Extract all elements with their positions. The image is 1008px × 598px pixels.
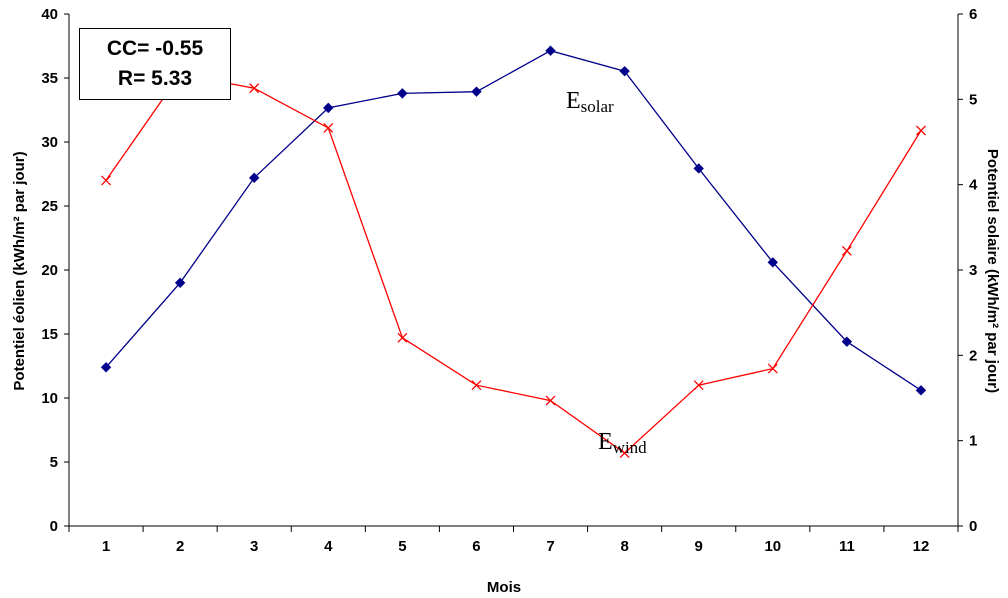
left-tick-label: 10 — [41, 390, 58, 407]
correlation-label: CC= -0.55 — [106, 37, 204, 60]
ewind-series-line — [105, 73, 922, 454]
marker-stroke — [545, 395, 556, 406]
left-tick-label: 5 — [50, 454, 58, 471]
ratio-label: R= 5.33 — [117, 67, 193, 90]
ewind-data-point — [619, 448, 630, 458]
x-tick-label: 1 — [102, 538, 110, 555]
right-tick-label: 3 — [969, 262, 977, 279]
x-tick-label: 2 — [176, 538, 184, 555]
right-tick-label: 0 — [969, 518, 977, 535]
esolar-data-point — [323, 102, 334, 114]
x-tick-label: 10 — [764, 538, 781, 555]
marker-stroke — [915, 125, 926, 136]
x-tick-label: 3 — [250, 538, 258, 555]
ewind-data-point — [249, 83, 260, 94]
x-axis-title: Mois — [487, 579, 521, 596]
esolar-data-point — [619, 65, 630, 77]
left-tick-label: 15 — [41, 326, 58, 343]
ewind-data-point — [767, 363, 778, 374]
esolar-data-point — [174, 277, 186, 289]
marker-stroke — [101, 175, 112, 186]
marker-stroke — [693, 380, 704, 391]
x-tick-label: 7 — [546, 538, 554, 555]
marker-stroke — [619, 448, 630, 458]
ewind-data-point — [915, 125, 926, 136]
left-tick-label: 35 — [41, 70, 58, 87]
x-tick-label: 4 — [324, 538, 333, 555]
left-tick-label: 30 — [41, 134, 58, 151]
x-tick-label: 11 — [839, 538, 855, 555]
esolar-data-point — [100, 362, 112, 373]
ewind-data-point — [693, 380, 704, 391]
left-tick-label: 0 — [50, 518, 58, 535]
ewind-data-point — [471, 380, 482, 391]
wind-series-label: Ewind — [598, 429, 647, 457]
right-tick-label: 1 — [969, 433, 977, 450]
esolar-data-point — [693, 163, 704, 174]
series — [100, 45, 927, 458]
esolar-data-point — [767, 257, 778, 268]
marker-stroke — [397, 332, 408, 343]
stats-box: CC= -0.55 R= 5.33 — [79, 28, 231, 100]
marker-stroke — [471, 380, 482, 391]
esolar-data-point — [249, 172, 260, 184]
marker-stroke — [767, 363, 778, 374]
ewind-data-point — [323, 122, 334, 133]
marker-stroke — [323, 122, 334, 133]
x-tick-label: 8 — [620, 538, 628, 555]
ewind-data-point — [397, 332, 408, 343]
esolar-data-point — [915, 385, 927, 396]
marker-stroke — [841, 245, 852, 256]
right-tick-label: 4 — [969, 177, 978, 194]
right-tick-label: 5 — [969, 91, 977, 108]
x-tick-label: 5 — [398, 538, 406, 555]
right-axis-title: Potentiel solaire (kWh/m² par jour) — [984, 149, 1001, 393]
left-tick-label: 40 — [41, 6, 58, 23]
solar-series-label: Esolar — [566, 88, 614, 116]
ewind-data-point — [841, 245, 852, 256]
esolar-series-line — [105, 50, 922, 391]
x-tick-label: 6 — [472, 538, 480, 555]
left-axis-title: Potentiel éolien (kWh/m² par jour) — [11, 151, 28, 390]
ewind-data-point — [101, 175, 112, 186]
x-tick-label: 12 — [913, 538, 930, 555]
marker-stroke — [249, 83, 260, 94]
left-tick-label: 25 — [41, 198, 58, 215]
esolar-data-point — [397, 88, 408, 99]
right-tick-label: 2 — [969, 347, 977, 364]
left-tick-label: 20 — [41, 262, 58, 279]
esolar-data-point — [841, 336, 853, 347]
esolar-data-point — [545, 45, 556, 56]
right-tick-label: 6 — [969, 6, 977, 23]
ewind-data-point — [545, 395, 556, 406]
x-tick-label: 9 — [695, 538, 703, 555]
esolar-data-point — [471, 86, 482, 97]
axes — [64, 13, 963, 532]
